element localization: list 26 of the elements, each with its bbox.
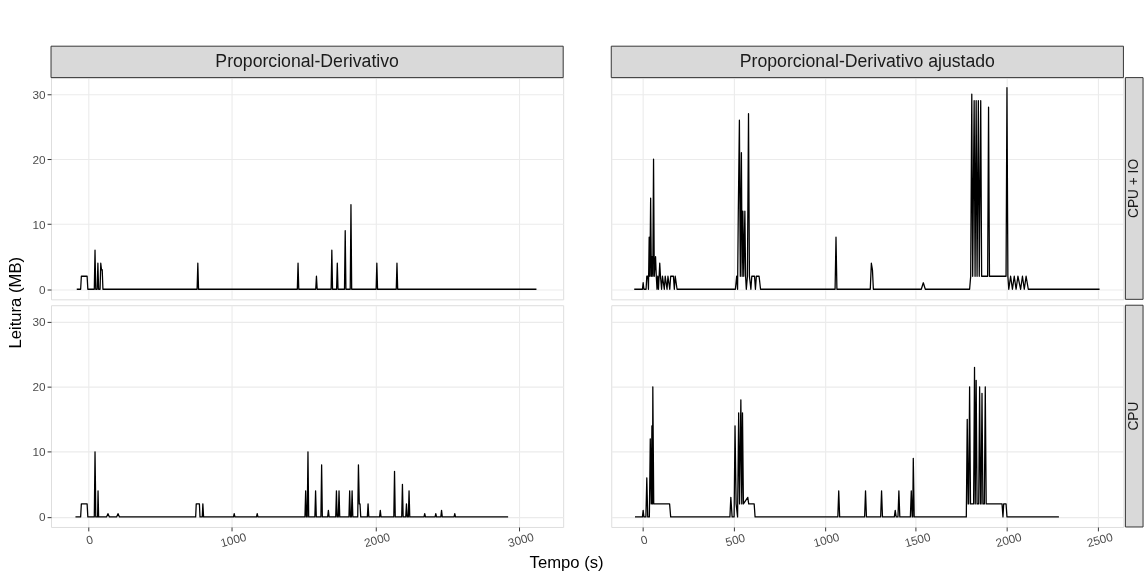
x-tick-label: 0 bbox=[84, 532, 95, 547]
x-tick-label: 1500 bbox=[903, 529, 933, 550]
y-tick-label: 20 bbox=[32, 380, 47, 394]
x-tick-label: 3000 bbox=[506, 529, 536, 550]
y-tick-label: 0 bbox=[39, 282, 47, 296]
x-tick-label: 1000 bbox=[218, 529, 248, 550]
y-axis-title: Leitura (MB) bbox=[5, 256, 25, 349]
chart-title: Proporcional-Derivativo bbox=[215, 50, 400, 71]
y-tick-label: 30 bbox=[32, 87, 47, 101]
y-tick-label: 20 bbox=[32, 152, 47, 166]
x-tick-label: 2000 bbox=[994, 529, 1024, 550]
chart-title: Proporcional-Derivativo ajustado bbox=[739, 50, 996, 71]
y-tick-label: 30 bbox=[32, 315, 47, 329]
line-series bbox=[74, 451, 509, 518]
y2-axis-title: CPU bbox=[1126, 401, 1142, 431]
y-tick-label: 10 bbox=[32, 217, 47, 231]
y-tick-label: 10 bbox=[32, 445, 47, 459]
y2-axis-title: CPU + IO bbox=[1126, 158, 1142, 219]
x-tick-label: 1000 bbox=[811, 529, 842, 550]
x-axis-title: Tempo (s) bbox=[529, 552, 604, 572]
x-tick-label: 0 bbox=[639, 532, 650, 547]
x-tick-label: 2500 bbox=[1085, 529, 1115, 550]
line-series bbox=[76, 204, 538, 290]
x-tick-label: 2000 bbox=[362, 529, 392, 550]
y-tick-label: 0 bbox=[39, 510, 47, 524]
x-tick-label: 500 bbox=[724, 530, 747, 549]
